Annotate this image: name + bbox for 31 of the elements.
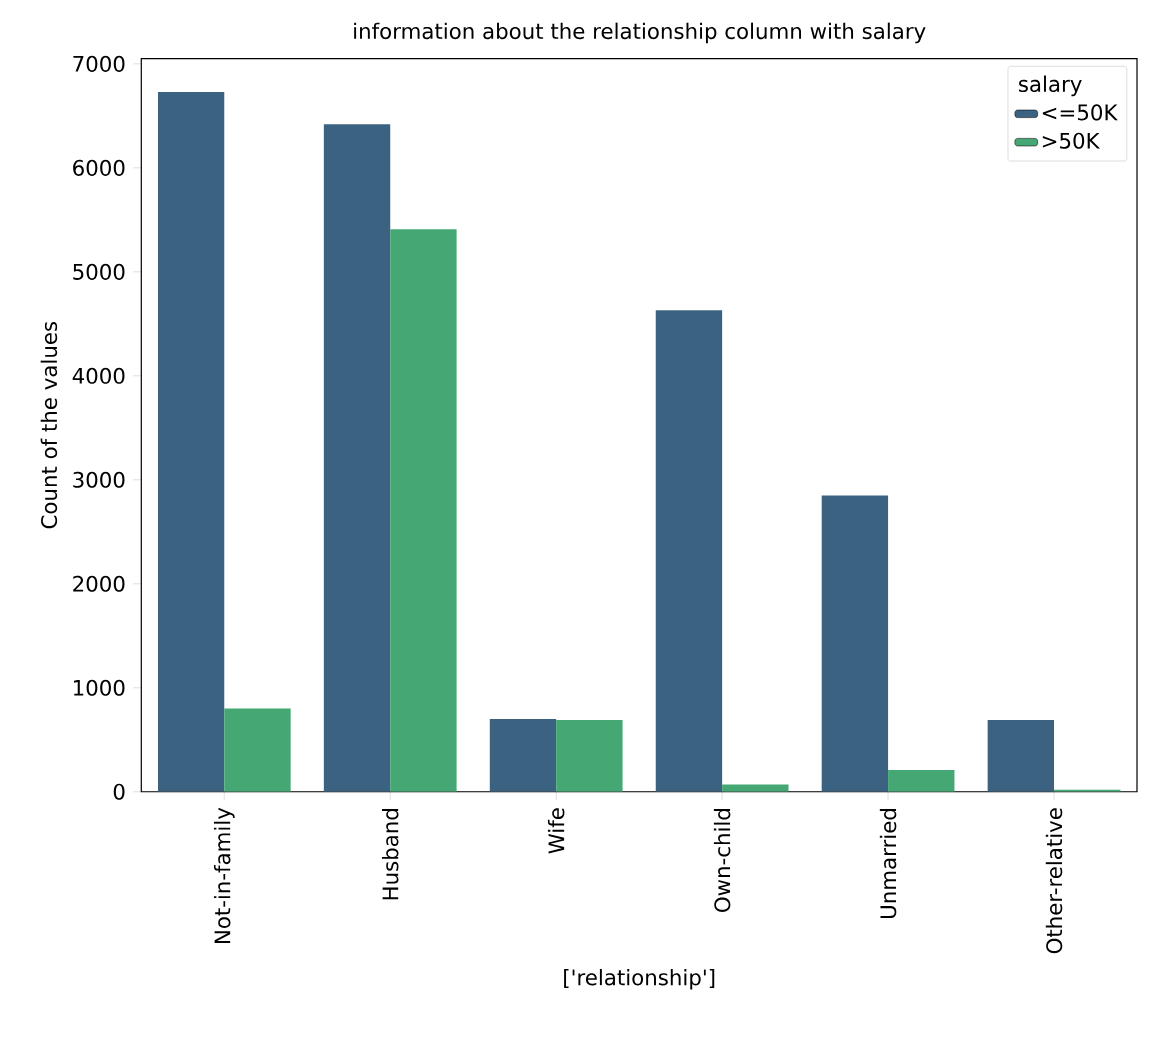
x-tick-label: Wife: [547, 808, 565, 854]
x-tick-label: Own-child: [713, 809, 731, 913]
y-tick-label: 0: [113, 783, 125, 800]
legend-label: <=50K: [1042, 104, 1118, 121]
legend-label: >50K: [1042, 132, 1101, 149]
y-tick-label: 7000: [73, 55, 125, 72]
bar: [323, 124, 391, 792]
bar: [888, 769, 955, 792]
y-tick-label: 3000: [73, 471, 125, 488]
bar: [489, 718, 557, 792]
bar: [722, 784, 789, 792]
y-tick-label: 6000: [73, 159, 125, 176]
x-tick-label: Husband: [381, 809, 399, 900]
bar: [821, 495, 889, 792]
bar: [390, 229, 457, 792]
x-axis-title: ['relationship']: [564, 968, 715, 990]
x-tick-label: Other-relative: [1045, 808, 1063, 954]
y-tick-label: 1000: [73, 679, 125, 696]
y-tick-label: 5000: [73, 263, 125, 280]
bar: [987, 720, 1055, 792]
bar: [556, 720, 623, 792]
legend-title: salary: [1018, 75, 1082, 97]
bar: [224, 708, 291, 792]
x-tick-label: Not-in-family: [213, 807, 235, 944]
bar: [157, 91, 225, 792]
y-axis-title: Count of the values: [40, 321, 58, 529]
chart-title: information about the relationship column with salary: [354, 22, 926, 44]
y-tick-label: 4000: [72, 367, 125, 384]
y-tick-label: 2000: [73, 575, 125, 592]
x-tick-label: Unmarried: [879, 809, 897, 918]
bar: [655, 310, 723, 792]
